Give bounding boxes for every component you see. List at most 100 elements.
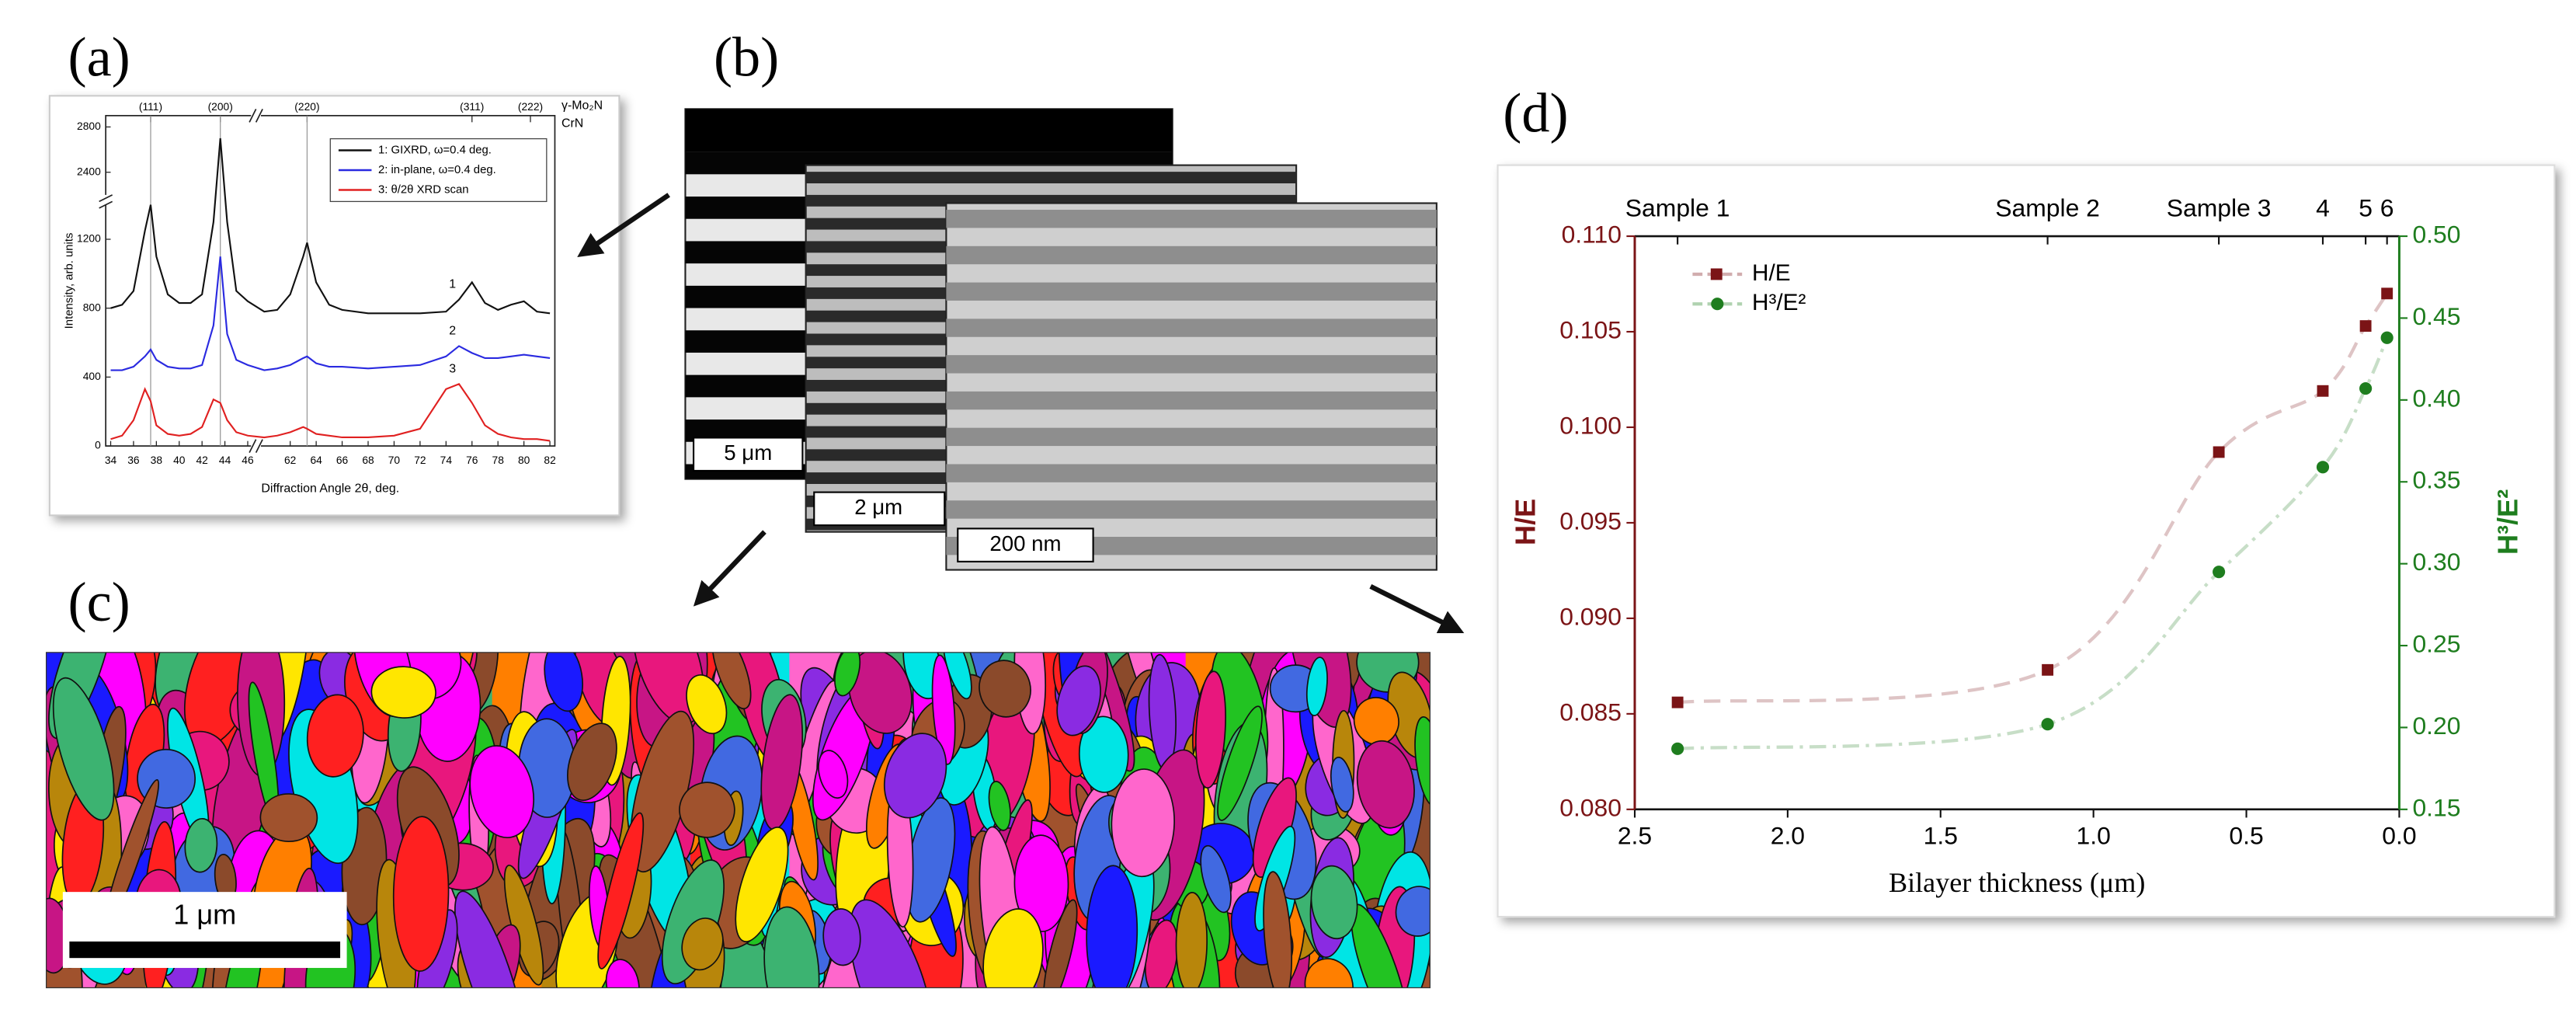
arrow — [693, 530, 767, 607]
grain — [544, 652, 583, 712]
x-tick-label: 0.0 — [2382, 821, 2416, 849]
sem-images: 5 μm 2 μm 200 nm — [684, 108, 1437, 571]
grain — [1217, 705, 1263, 821]
sem-band — [946, 210, 1437, 228]
legend-box — [329, 138, 548, 203]
marker — [1671, 696, 1684, 708]
y-tick-label: 2400 — [77, 165, 101, 177]
x-tick-label: 42 — [196, 454, 207, 466]
grain — [686, 674, 728, 735]
scale-bar-label: 5 μm — [724, 440, 772, 465]
scale-bar-box — [693, 437, 804, 472]
grain — [184, 817, 218, 873]
y-tick-label: 0 — [95, 439, 101, 451]
sem-band — [946, 427, 1437, 447]
legend-marker — [1711, 298, 1724, 311]
y2-tick-label: 0.35 — [2412, 466, 2460, 494]
grain — [1111, 768, 1175, 878]
sem-band — [946, 464, 1437, 482]
scale-bar-box — [813, 491, 946, 527]
grain — [1356, 740, 1415, 829]
marker — [2213, 446, 2225, 458]
y-axis-label: Intensity, arb. units — [63, 233, 75, 329]
y-axis-label: H/E — [1509, 499, 1541, 545]
phase-label: CrN — [561, 117, 583, 131]
y2-tick-label: 0.45 — [2412, 302, 2460, 330]
grain — [306, 694, 364, 778]
x-tick-label: 1.5 — [1924, 821, 1958, 849]
grain — [822, 908, 861, 966]
scale-bar-box — [957, 527, 1094, 562]
scale-bar — [69, 941, 341, 959]
grain — [392, 816, 450, 972]
x-tick-label: 82 — [544, 454, 555, 466]
grain — [834, 652, 861, 697]
y2-axis-label: H³/E² — [2491, 489, 2523, 555]
x-tick-label: 76 — [466, 454, 478, 466]
x-tick-label: 2.0 — [1771, 821, 1805, 849]
grain — [1086, 865, 1139, 988]
sem-band — [946, 282, 1437, 301]
x-tick-label: 2.5 — [1618, 821, 1652, 849]
x-tick-label: 38 — [151, 454, 163, 466]
x-tick-label: 72 — [414, 454, 426, 466]
sample-label: 4 — [2316, 193, 2330, 221]
y2-tick-label: 0.25 — [2412, 629, 2460, 657]
peak-label: (220) — [294, 100, 319, 113]
y-tick-label: 0.095 — [1559, 507, 1622, 534]
scale-bar-label: 200 nm — [989, 531, 1061, 555]
curve-label: 2 — [449, 325, 456, 338]
x-axis-label: Bilayer thickness (μm) — [1889, 867, 2145, 898]
y-tick-label: 0.110 — [1562, 220, 1622, 248]
grain — [1194, 670, 1226, 789]
sem-band — [946, 355, 1437, 374]
x-tick-label: 1.0 — [2077, 821, 2111, 849]
grain — [259, 793, 318, 843]
axis-break — [249, 439, 263, 453]
axis-break — [251, 439, 262, 453]
peak-label: (200) — [208, 100, 233, 113]
grain — [1304, 958, 1354, 988]
grain — [469, 745, 535, 839]
grain — [1013, 834, 1069, 932]
xrd-curve — [110, 256, 551, 371]
sample-label: Sample 3 — [2167, 193, 2272, 221]
marker — [2359, 320, 2372, 332]
panel-a-frame — [48, 95, 621, 517]
fit-curve — [1677, 292, 2389, 705]
sample-label: 6 — [2380, 193, 2394, 221]
plot-frame — [105, 114, 556, 447]
marker — [2041, 718, 2054, 731]
grain — [370, 666, 436, 719]
sem-band — [946, 500, 1437, 519]
grain — [1263, 871, 1292, 988]
phase-label: γ-Mo₂N — [561, 99, 603, 112]
grain — [1042, 899, 1078, 988]
x-tick-label: 34 — [105, 454, 117, 466]
y-tick-label: 0.085 — [1559, 698, 1622, 726]
y2-tick-label: 0.30 — [2412, 548, 2460, 576]
axis-break — [99, 194, 113, 205]
marker — [2380, 331, 2393, 344]
grain — [52, 677, 115, 821]
scale-bar-label: 1 μm — [173, 899, 236, 931]
marker — [2381, 287, 2393, 300]
grain — [1310, 865, 1358, 940]
xrd-curve — [110, 382, 551, 442]
ebsd-map: 1 μm — [46, 652, 1431, 988]
sample-label: Sample 1 — [1625, 193, 1730, 221]
arrow — [577, 193, 670, 258]
grain — [454, 890, 524, 988]
sem-band — [946, 391, 1437, 410]
y-tick-label: 0.090 — [1559, 602, 1622, 630]
panel-label: (b) — [714, 26, 779, 88]
sem-band — [685, 109, 1173, 152]
legend-label: H/E — [1752, 260, 1791, 286]
grain — [1414, 715, 1431, 807]
y-tick-label: 1200 — [77, 232, 101, 245]
grain — [942, 652, 972, 700]
sample-label: 5 — [2359, 193, 2373, 221]
x-tick-label: 70 — [388, 454, 401, 466]
